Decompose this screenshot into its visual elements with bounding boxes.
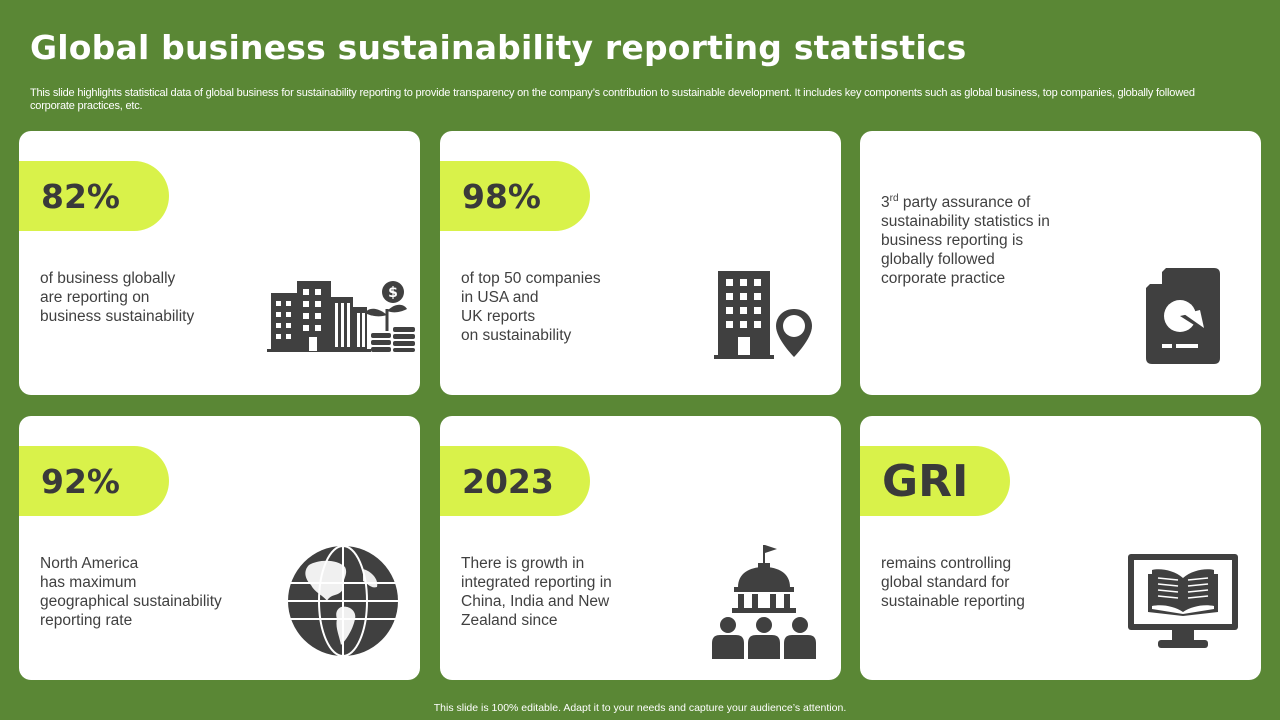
desc-line: Zealand since [461, 612, 558, 629]
stat-value: 2023 [440, 446, 590, 516]
desc-line: of business globally [40, 270, 176, 287]
stat-value: 98% [440, 161, 590, 231]
desc-line: UK reports [461, 308, 536, 325]
desc-line: business sustainability [40, 308, 195, 325]
svg-text:$: $ [388, 285, 398, 301]
desc-line: global standard for [881, 574, 1010, 591]
stat-card-integrated-reporting: 2023 There is growth in integrated repor… [440, 416, 841, 680]
stat-card-top-companies: 98% of top 50 companies in USA and UK re… [440, 131, 841, 395]
stat-card-north-america: 92% North America has maximum geographic… [19, 416, 420, 680]
desc-line: 3rd party assurance of [881, 189, 1050, 212]
desc-line: are reporting on [40, 289, 150, 306]
footer-note: This slide is 100% editable. Adapt it to… [433, 702, 847, 714]
government-people-icon [712, 545, 816, 659]
monitor-book-icon [1128, 554, 1238, 648]
stat-description: There is growth in integrated reporting … [461, 554, 612, 630]
desc-line: integrated reporting in [461, 574, 612, 591]
globe-icon [288, 545, 398, 657]
stat-card-gri: GRI remains controlling global standard … [860, 416, 1261, 680]
page-subtitle: This slide highlights statistical data o… [30, 87, 1195, 112]
desc-line: geographical sustainability [40, 593, 222, 610]
stat-value: GRI [860, 446, 1010, 516]
city-growth-icon: $ [267, 281, 415, 352]
desc-line: globally followed [881, 251, 995, 269]
stat-description: North America has maximum geographical s… [40, 554, 222, 630]
desc-line-rest: party assurance of [898, 194, 1031, 212]
stat-description: remains controlling global standard for … [881, 554, 1025, 611]
desc-line: China, India and New [461, 593, 610, 610]
desc-line: has maximum [40, 574, 137, 591]
stat-description: of top 50 companies in USA and UK report… [461, 269, 601, 345]
stat-description: 3rd party assurance of sustainability st… [881, 189, 1050, 288]
desc-line: in USA and [461, 289, 539, 306]
desc-line: remains controlling [881, 555, 1012, 572]
stat-description: of business globally are reporting on bu… [40, 269, 194, 326]
ordinal-number: 3 [881, 194, 890, 212]
desc-line: of top 50 companies [461, 270, 601, 287]
stat-value: 92% [19, 446, 169, 516]
stat-card-assurance: 3rd party assurance of sustainability st… [860, 131, 1261, 395]
ordinal-suffix: rd [889, 193, 899, 204]
desc-line: reporting rate [40, 612, 133, 629]
desc-line: sustainable reporting [881, 593, 1025, 610]
desc-line: sustainability statistics in [881, 213, 1050, 231]
page-title: Global business sustainability reporting… [30, 28, 967, 67]
desc-line: on sustainability [461, 327, 572, 344]
desc-line: North America [40, 555, 139, 572]
building-location-icon [714, 271, 812, 359]
pie-chart-document-icon [1146, 268, 1220, 364]
desc-line: business reporting is [881, 232, 1024, 250]
desc-line: corporate practice [881, 270, 1006, 288]
stat-card-business: 82% of business globally are reporting o… [19, 131, 420, 395]
desc-line: There is growth in [461, 555, 585, 572]
stat-value: 82% [19, 161, 169, 231]
